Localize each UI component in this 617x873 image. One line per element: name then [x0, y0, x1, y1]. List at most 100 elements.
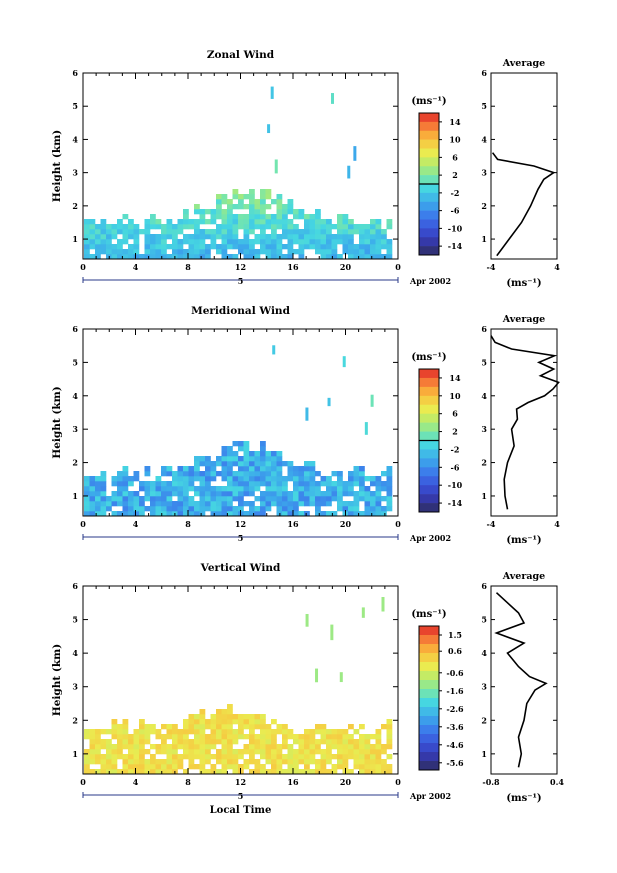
heatmap-cell	[166, 769, 173, 775]
heatmap-cell	[221, 244, 228, 250]
heatmap-cell	[183, 511, 189, 517]
heatmap-cell	[144, 764, 151, 770]
heatmap-cell	[144, 244, 151, 250]
heatmap-cell	[254, 764, 261, 770]
heatmap-cell	[210, 461, 217, 467]
heatmap-cell	[265, 461, 272, 467]
heatmap-cell	[183, 471, 189, 477]
heatmap-cell	[133, 754, 140, 760]
heatmap-cell	[265, 754, 272, 760]
colorbar-segment	[419, 761, 439, 771]
heatmap-cell	[276, 456, 283, 462]
heatmap-cell	[111, 754, 118, 760]
heatmap-cell	[375, 739, 382, 745]
heatmap-cell	[150, 501, 156, 507]
heatmap-cell	[337, 496, 343, 502]
heatmap-cell	[122, 471, 129, 477]
heatmap-cell	[375, 229, 382, 235]
heatmap-cell	[348, 244, 354, 250]
heatmap-cell	[315, 239, 321, 245]
heatmap-cell	[381, 234, 387, 240]
heatmap-cell	[199, 481, 206, 487]
heatmap-cell	[359, 466, 365, 472]
heatmap-cell	[364, 759, 371, 765]
heatmap-cell	[359, 476, 365, 482]
heatmap-cell	[95, 229, 101, 235]
heatmap-cell	[364, 764, 371, 770]
heatmap-cell	[276, 481, 283, 487]
heatmap-cell	[177, 496, 184, 502]
heatmap-cell	[177, 506, 184, 512]
heatmap-cell	[381, 486, 387, 492]
heatmap-cell	[298, 486, 305, 492]
heatmap-cell	[122, 769, 129, 775]
heatmap-cell	[337, 471, 343, 477]
heatmap-cell	[106, 764, 112, 770]
heatmap-cell	[370, 506, 376, 512]
heatmap-cell	[282, 229, 288, 235]
heatmap-cell	[331, 491, 338, 497]
heatmap-cell	[111, 719, 118, 725]
heatmap-cell	[386, 249, 393, 255]
heatmap-cell	[183, 496, 189, 502]
heatmap-cell	[166, 229, 173, 235]
heatmap-cell	[326, 244, 332, 250]
heatmap-cell	[95, 224, 101, 230]
heatmap-cell	[326, 759, 332, 765]
heatmap-cell	[205, 769, 211, 775]
heatmap-cell	[106, 234, 112, 240]
heatmap-cell	[386, 481, 393, 487]
heatmap-cell	[243, 461, 250, 467]
heatmap-cell	[238, 239, 244, 245]
colorbar-segment	[419, 467, 439, 477]
average-x-label: (ms⁻¹)	[506, 793, 541, 804]
heatmap-cell	[265, 249, 272, 255]
heatmap-cell	[265, 456, 272, 462]
heatmap-cell	[232, 219, 239, 225]
heatmap-cell	[359, 486, 365, 492]
heatmap-cell	[326, 501, 332, 507]
heatmap-cell	[155, 729, 162, 735]
heatmap-cell	[304, 481, 310, 487]
heatmap-cell	[100, 219, 107, 225]
heatmap-cell	[221, 496, 228, 502]
heatmap-cell	[95, 501, 101, 507]
heatmap-cell	[117, 749, 123, 755]
heatmap-cell	[166, 466, 173, 472]
heatmap-cell	[287, 219, 294, 225]
heatmap-cell	[144, 224, 151, 230]
heatmap-cell	[309, 749, 316, 755]
heatmap-cell	[183, 234, 189, 240]
heatmap-cell	[128, 491, 134, 497]
average-profile-line	[490, 335, 560, 510]
heatmap-cell	[271, 224, 277, 230]
y-axis-label: Height (km)	[51, 130, 63, 202]
heatmap-cell	[282, 511, 288, 517]
heatmap-cell	[276, 506, 283, 512]
heatmap-cell	[337, 219, 343, 225]
heatmap-cell	[249, 754, 255, 760]
heatmap-cell	[320, 239, 327, 245]
heatmap-cell	[331, 764, 338, 770]
heatmap-cell	[238, 496, 244, 502]
heatmap-cell	[309, 229, 316, 235]
heatmap-cell	[353, 506, 360, 512]
heatmap-cell	[172, 724, 178, 730]
heatmap-cell	[139, 501, 145, 507]
y-tick-label: 1	[72, 749, 78, 759]
average-y-tick-label: 3	[481, 168, 487, 178]
heatmap-cell	[353, 476, 360, 482]
heatmap-cell	[238, 724, 244, 730]
heatmap-cell	[309, 239, 316, 245]
heatmap-cell	[177, 244, 184, 250]
heatmap-cell	[249, 769, 255, 775]
heatmap-cell	[315, 209, 321, 215]
heatmap-cell	[133, 744, 140, 750]
heatmap-cell	[232, 189, 239, 195]
heatmap-cell	[106, 754, 112, 760]
heatmap-cell	[194, 244, 200, 250]
heatmap-cell	[216, 714, 222, 720]
heatmap-cell	[111, 724, 118, 730]
heatmap-cell	[139, 754, 145, 760]
heatmap-cell	[260, 749, 266, 755]
